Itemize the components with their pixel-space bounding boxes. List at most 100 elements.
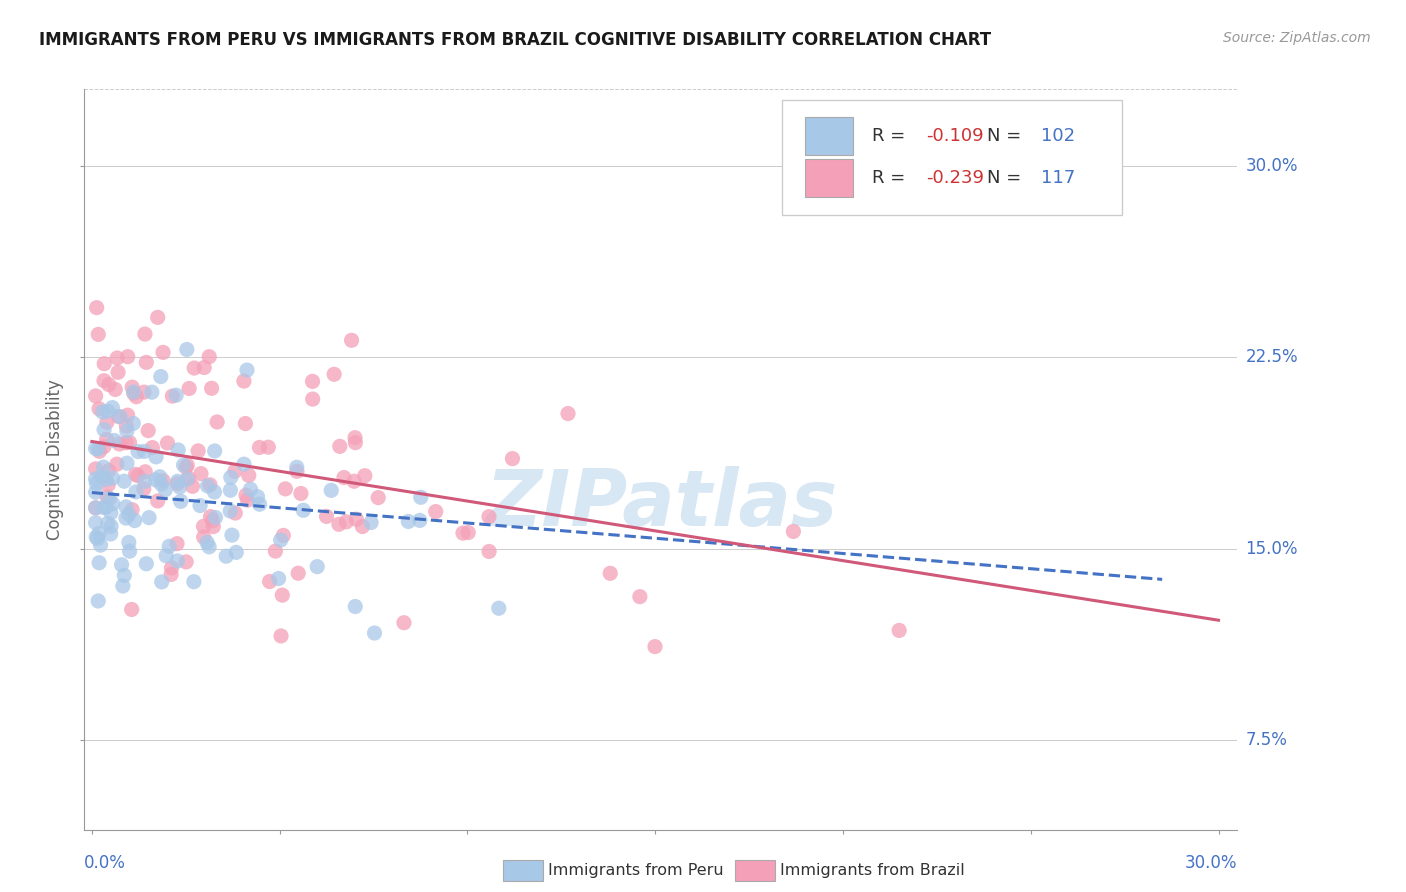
Point: [219, 504, 242, 518]
Point: [193, 519, 215, 533]
Text: -0.239: -0.239: [927, 169, 984, 187]
Point: [84, 500, 107, 515]
Point: [84, 530, 107, 544]
Point: [167, 442, 190, 457]
Point: [91, 405, 114, 419]
Point: [197, 479, 219, 493]
Point: [117, 350, 139, 364]
FancyBboxPatch shape: [806, 117, 853, 155]
Point: [225, 545, 247, 559]
Point: [84, 500, 107, 515]
Point: [273, 528, 295, 542]
Text: 117: 117: [1042, 169, 1076, 187]
Point: [329, 439, 352, 453]
Point: [84, 516, 107, 530]
Text: Source: ZipAtlas.com: Source: ZipAtlas.com: [1223, 31, 1371, 45]
Point: [132, 385, 155, 400]
Point: [94, 500, 117, 515]
Point: [179, 381, 201, 395]
Point: [782, 524, 804, 539]
Point: [270, 533, 292, 547]
Point: [201, 514, 224, 528]
Point: [127, 468, 149, 483]
Point: [90, 469, 112, 483]
Point: [344, 512, 367, 526]
Point: [124, 467, 146, 482]
Point: [103, 434, 125, 448]
Point: [301, 392, 323, 406]
Point: [84, 389, 107, 403]
Point: [193, 530, 215, 544]
Point: [152, 345, 174, 359]
Point: [274, 482, 297, 496]
Point: [200, 509, 222, 524]
Point: [86, 301, 108, 315]
Point: [183, 361, 205, 376]
Point: [363, 626, 385, 640]
FancyBboxPatch shape: [806, 159, 853, 197]
Point: [107, 365, 129, 379]
Point: [344, 435, 367, 450]
Point: [93, 500, 115, 515]
Point: [93, 423, 115, 437]
Point: [108, 409, 131, 424]
Point: [557, 407, 579, 421]
Point: [115, 424, 138, 438]
Point: [150, 477, 173, 491]
Point: [409, 490, 432, 504]
Point: [89, 556, 111, 570]
Point: [117, 408, 139, 422]
Point: [107, 409, 129, 424]
Point: [155, 549, 177, 563]
Point: [249, 441, 271, 455]
Point: [285, 464, 308, 478]
Point: [169, 480, 191, 494]
Point: [152, 474, 174, 488]
Point: [201, 381, 224, 395]
Point: [235, 417, 257, 431]
Point: [628, 590, 651, 604]
Point: [150, 574, 173, 589]
Point: [307, 559, 329, 574]
Text: 7.5%: 7.5%: [1246, 731, 1288, 749]
Point: [219, 470, 242, 484]
Point: [162, 389, 184, 403]
Point: [501, 451, 523, 466]
Point: [204, 485, 226, 500]
Point: [271, 588, 294, 602]
Text: 22.5%: 22.5%: [1246, 348, 1298, 367]
Point: [134, 465, 156, 479]
Point: [132, 482, 155, 496]
Point: [104, 383, 127, 397]
Point: [111, 579, 134, 593]
Point: [145, 450, 167, 464]
Point: [176, 458, 198, 473]
Point: [155, 483, 177, 497]
Point: [136, 424, 159, 438]
Point: [146, 494, 169, 508]
Point: [198, 540, 221, 554]
Text: N =: N =: [987, 127, 1028, 145]
Point: [100, 506, 122, 520]
Point: [235, 488, 257, 502]
Point: [93, 357, 115, 371]
Text: 30.0%: 30.0%: [1185, 855, 1237, 872]
Point: [115, 456, 138, 470]
Point: [110, 558, 132, 572]
Text: IMMIGRANTS FROM PERU VS IMMIGRANTS FROM BRAZIL COGNITIVE DISABILITY CORRELATION : IMMIGRANTS FROM PERU VS IMMIGRANTS FROM …: [39, 31, 991, 49]
Point: [100, 527, 122, 541]
Text: 102: 102: [1042, 127, 1076, 145]
Point: [219, 483, 242, 498]
Point: [156, 436, 179, 450]
Point: [270, 629, 292, 643]
Point: [97, 404, 120, 418]
Point: [367, 491, 389, 505]
Point: [122, 417, 145, 431]
Point: [285, 460, 308, 475]
Point: [97, 516, 120, 531]
Point: [105, 351, 128, 365]
Text: ZIPatlas: ZIPatlas: [485, 466, 837, 541]
Point: [205, 415, 228, 429]
Point: [353, 468, 375, 483]
Point: [335, 515, 357, 529]
